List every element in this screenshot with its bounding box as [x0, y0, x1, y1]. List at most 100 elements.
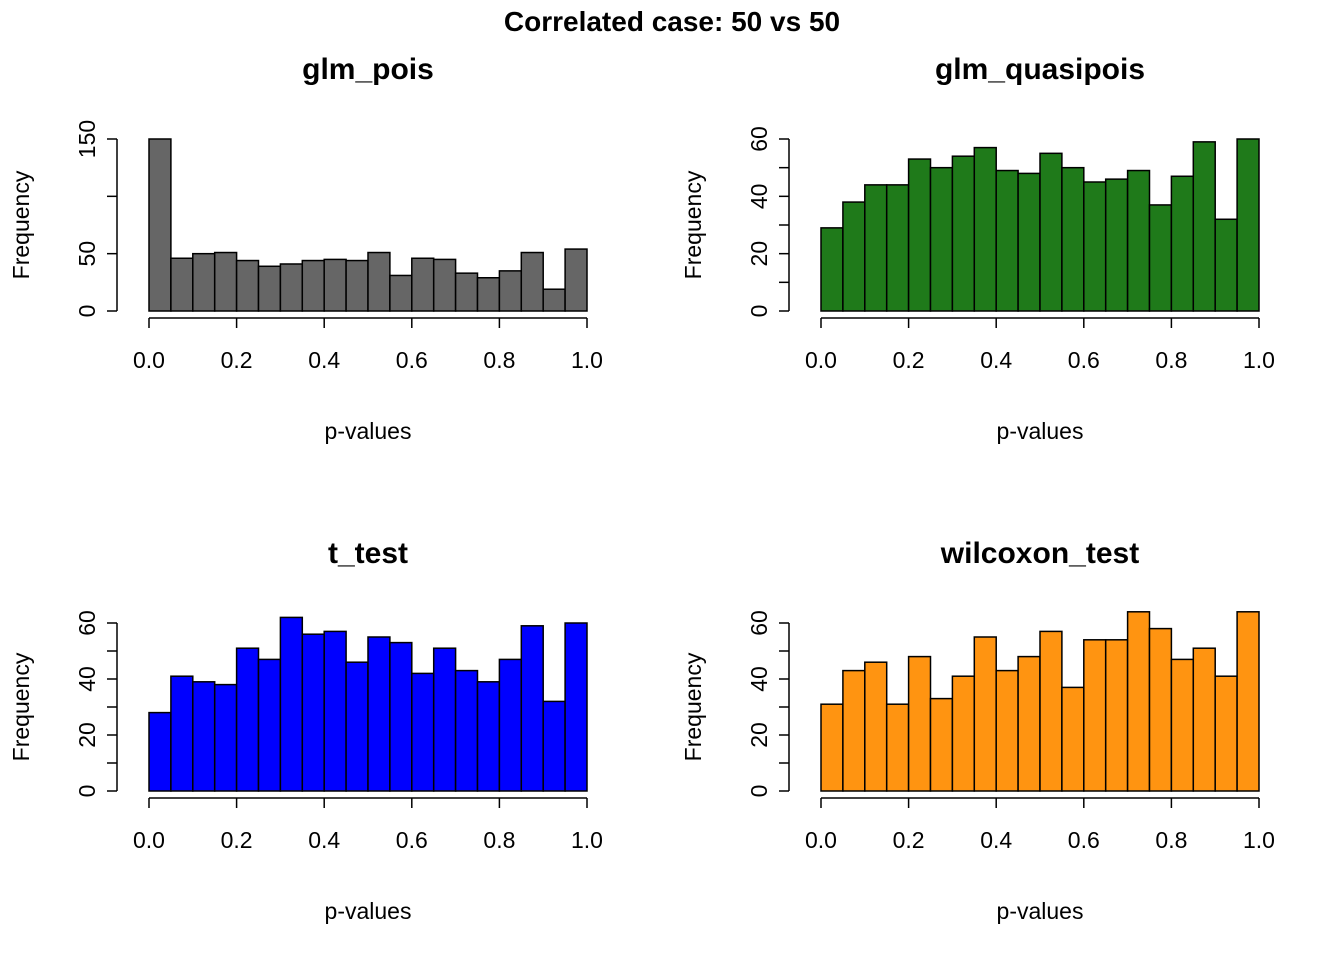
histogram-bar	[973, 636, 997, 792]
y-tick-label: 150	[74, 120, 100, 158]
x-tick-label: 0.2	[893, 347, 925, 373]
x-tick-label: 0.4	[308, 827, 340, 853]
histogram-bar	[1104, 639, 1129, 792]
histogram-bar	[257, 658, 282, 792]
y-tick-label: 60	[746, 126, 772, 152]
histogram-bar	[1214, 218, 1238, 312]
y-tick-label: 20	[746, 722, 772, 748]
histogram-bar	[1126, 611, 1151, 792]
histogram-bar	[951, 675, 976, 792]
y-tick-label: 60	[74, 610, 100, 636]
histogram-bar	[411, 257, 435, 312]
histogram-bar	[279, 263, 304, 312]
histogram-bar	[1061, 686, 1085, 792]
histogram-bar	[345, 259, 369, 312]
histogram-bar	[929, 166, 954, 312]
histogram-panel-2: glm_quasipois 0.0 0.2 0.4 0.6 0.8 1.0 p-values 0…	[680, 53, 1275, 444]
x-tick-label: 0.2	[221, 347, 253, 373]
histogram-bar	[1061, 166, 1085, 312]
histogram-bar	[148, 711, 172, 792]
histogram-bar	[389, 274, 413, 312]
x-tick-label: 0.0	[133, 347, 165, 373]
histogram-bar	[1236, 611, 1260, 792]
y-tick-label: 0	[74, 785, 100, 798]
x-tick-label: 0.8	[483, 827, 515, 853]
histogram-bar	[192, 681, 216, 792]
histogram-bar	[973, 146, 997, 312]
histogram-panel-3: t_test 0.0 0.2 0.4 0.6 0.8 1.0 p-values 0 20 40 60 F…	[8, 537, 603, 924]
histogram-bar	[454, 272, 479, 312]
histogram-bar	[1192, 647, 1216, 792]
x-tick-label: 0.4	[980, 827, 1012, 853]
histogram-bar	[367, 251, 391, 312]
histogram-bar	[1214, 675, 1238, 792]
x-tick-label: 1.0	[1243, 347, 1275, 373]
histogram-bar	[864, 661, 888, 792]
y-tick-label: 40	[746, 184, 772, 210]
x-tick-label: 0.4	[308, 347, 340, 373]
histogram-bar	[520, 251, 544, 312]
histogram-bar	[520, 625, 544, 792]
histogram-bar	[323, 258, 347, 312]
histogram-bar	[1083, 181, 1107, 312]
x-tick-label: 0.8	[1155, 347, 1187, 373]
figure-title: Correlated case: 50 vs 50	[503, 6, 841, 37]
y-tick-label: 0	[746, 785, 772, 798]
histogram-bar	[1148, 627, 1173, 792]
panel-title: wilcoxon_test	[940, 537, 1139, 570]
y-tick-label: 50	[74, 241, 100, 267]
y-tick-label: 20	[746, 241, 772, 267]
histogram-bar	[498, 270, 523, 312]
histogram-bar	[1236, 138, 1260, 312]
y-tick-label: 0	[746, 305, 772, 318]
x-axis-label: p-values	[997, 898, 1084, 924]
histogram-panel-4: wilcoxon_test 0.0 0.2 0.4 0.6 0.8 1.0 p-values 0…	[680, 537, 1275, 924]
histogram-bar	[367, 636, 391, 792]
x-tick-label: 0.8	[483, 347, 515, 373]
histogram-bar	[929, 697, 954, 792]
histogram-bar	[995, 669, 1019, 792]
histogram-bar	[820, 703, 844, 792]
y-axis-label: Frequency	[680, 170, 706, 279]
panel-title: glm_pois	[302, 53, 434, 86]
x-tick-label: 1.0	[571, 827, 603, 853]
x-tick-label: 1.0	[1243, 827, 1275, 853]
histogram-bar	[907, 655, 932, 792]
histogram-bar	[864, 184, 888, 312]
x-tick-label: 0.0	[133, 827, 165, 853]
histogram-bar	[454, 669, 479, 792]
histogram-bar	[1192, 141, 1216, 312]
y-axis-label: Frequency	[680, 652, 706, 761]
histogram-bar	[542, 288, 566, 312]
histogram-bar	[148, 138, 172, 312]
x-tick-label: 0.6	[1068, 827, 1100, 853]
histogram-bar	[564, 622, 588, 792]
histogram-bar	[1148, 204, 1173, 312]
histogram-bar	[842, 669, 866, 792]
y-tick-label: 60	[746, 610, 772, 636]
histogram-bar	[1170, 658, 1195, 792]
histogram-bar	[885, 703, 910, 792]
x-tick-label: 1.0	[571, 347, 603, 373]
histogram-bar	[564, 248, 588, 312]
histogram-bar	[432, 258, 457, 312]
histogram-bar	[1104, 178, 1129, 312]
y-tick-label: 0	[74, 305, 100, 318]
x-tick-label: 0.8	[1155, 827, 1187, 853]
x-tick-label: 0.6	[396, 347, 428, 373]
histogram-bar	[170, 257, 194, 312]
histogram-bar	[170, 675, 194, 792]
histogram-bar	[235, 259, 260, 312]
histogram-bar	[995, 169, 1019, 312]
x-tick-label: 0.4	[980, 347, 1012, 373]
x-tick-label: 0.2	[893, 827, 925, 853]
histogram-bar	[885, 184, 910, 312]
histogram-bar	[213, 251, 238, 312]
x-axis-label: p-values	[325, 418, 412, 444]
histogram-bar	[235, 647, 260, 792]
histogram-bar	[1017, 172, 1041, 312]
histogram-bar	[279, 616, 304, 792]
histogram-bar	[411, 672, 435, 792]
histogram-bar	[1170, 175, 1195, 312]
